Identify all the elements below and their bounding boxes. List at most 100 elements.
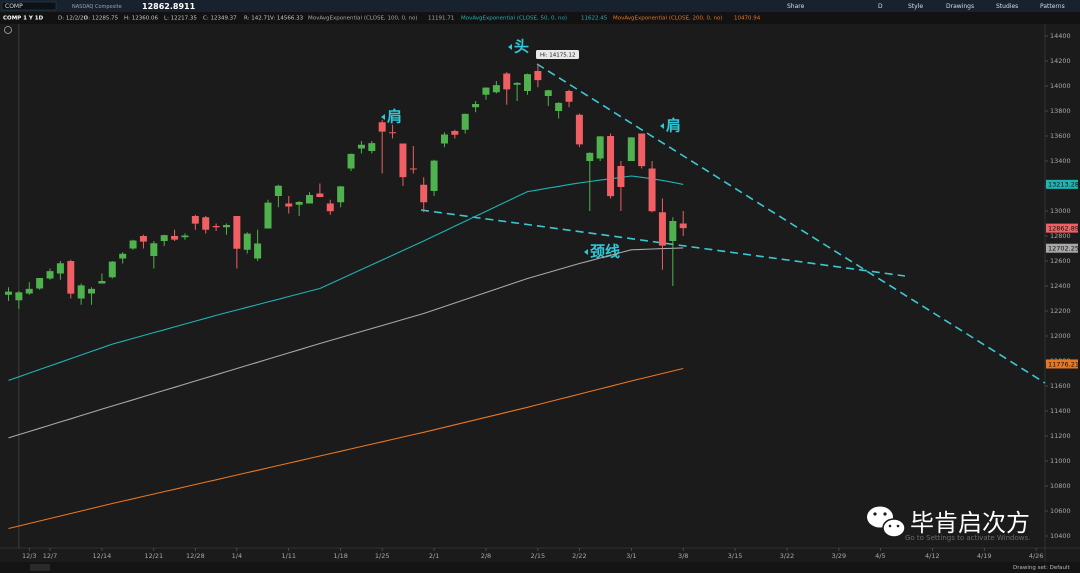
y-tick-label: 12400: [1050, 282, 1071, 290]
candle-body: [306, 195, 314, 204]
study-name: MovAvgExponential (CLOSE, 50, 0, no): [461, 16, 567, 22]
trendline-drawing: [536, 63, 1046, 384]
x-tick-label: 1/25: [375, 552, 390, 560]
x-tick-label: 12/14: [93, 552, 112, 560]
settings-icon[interactable]: [4, 26, 12, 34]
candle-body: [171, 236, 179, 240]
candle-body: [524, 74, 531, 91]
candle-body: [534, 71, 542, 81]
candle-body: [555, 102, 563, 111]
y-tick-label: 12600: [1050, 257, 1071, 265]
candle-body: [36, 278, 44, 289]
candle-body: [648, 168, 656, 212]
candle-body: [337, 186, 345, 203]
candle-body: [607, 136, 615, 197]
x-tick-label: 4/12: [925, 552, 940, 560]
last-value-tag-label: 12702.25: [1048, 245, 1079, 253]
windows-overlay: Go to Settings to activate Windows.: [905, 534, 1030, 542]
status-bar: [0, 562, 1080, 573]
candle-body: [222, 225, 230, 228]
candle-body: [67, 261, 75, 294]
candle-body: [191, 216, 199, 224]
candle-body: [285, 203, 293, 207]
candle-body: [181, 235, 189, 238]
y-tick-label: 12800: [1050, 232, 1071, 240]
right-shoulder-label: 肩: [666, 117, 681, 135]
candle-body: [399, 143, 407, 178]
candle-body: [461, 113, 469, 130]
moving-average: [8, 367, 684, 530]
candle-body: [243, 233, 251, 250]
candle-body: [389, 132, 397, 134]
y-tick-label: 10600: [1050, 507, 1071, 515]
study-value: 10470.94: [734, 16, 761, 22]
x-tick-label: 4/19: [977, 552, 992, 560]
watermark: 毕肯启次方: [910, 509, 1030, 537]
candle-body: [617, 166, 625, 187]
x-tick-label: 4/26: [1029, 552, 1044, 560]
drawings-button[interactable]: Drawings: [946, 3, 974, 10]
candle-body: [430, 160, 438, 191]
candle-body: [596, 136, 604, 159]
x-tick-label: 3/29: [832, 552, 847, 560]
info-item: H: 12360.06: [124, 16, 158, 22]
arrow: [660, 123, 664, 129]
candle-body: [420, 184, 428, 203]
high-label: Hi: 14175.12: [540, 52, 576, 58]
last-value-tag: [1046, 359, 1078, 369]
y-tick-label: 11200: [1050, 432, 1071, 440]
studies-button[interactable]: Studies: [996, 3, 1018, 10]
head-label: 头: [514, 38, 529, 56]
patterns-button[interactable]: Patterns: [1040, 3, 1065, 10]
candle-body: [25, 288, 33, 294]
period-button[interactable]: D: [878, 3, 883, 10]
y-tick-label: 10400: [1050, 532, 1071, 540]
candle-body: [378, 122, 386, 132]
info-bar: [0, 12, 1080, 24]
candle-body: [669, 221, 677, 241]
style-button[interactable]: Style: [908, 3, 923, 10]
info-item: D: 12/2/20: [58, 16, 88, 22]
candle-body: [658, 212, 666, 246]
candle-body: [160, 235, 168, 241]
candle-body: [440, 134, 448, 144]
x-tick-label: 2/15: [531, 552, 546, 560]
x-tick-label: 3/1: [626, 552, 636, 560]
x-tick-label: 12/21: [144, 552, 163, 560]
scrollbar[interactable]: [30, 564, 50, 571]
candle-body: [679, 223, 687, 229]
share-button[interactable]: Share: [787, 3, 805, 10]
x-tick-label: 3/22: [780, 552, 795, 560]
candle-body: [638, 133, 646, 167]
candle-body: [108, 261, 116, 278]
drawing-set[interactable]: Drawing set: Default: [1013, 565, 1071, 571]
x-tick-label: 1/4: [232, 552, 242, 560]
x-tick-label: 1/18: [333, 552, 348, 560]
symbol[interactable]: COMP: [5, 3, 23, 10]
arrow: [584, 249, 588, 255]
info-item: C: 12349.37: [203, 16, 237, 22]
price-tag: [1046, 223, 1078, 233]
candle-body: [202, 217, 210, 230]
symbol-input[interactable]: [1, 1, 57, 11]
x-tick-label: 2/8: [481, 552, 491, 560]
neckline-drawing: [420, 209, 906, 277]
arrow: [381, 114, 385, 120]
candle-body: [326, 203, 334, 212]
y-tick-label: 12200: [1050, 307, 1071, 315]
y-tick-label: 11000: [1050, 457, 1071, 465]
last-value-tag: [1046, 243, 1078, 253]
candle-body: [88, 288, 96, 294]
info-item: R: 142.71: [244, 16, 271, 22]
last-value-tag-label: 13213.28: [1048, 181, 1079, 189]
toolbar: [0, 0, 1080, 12]
candle-body: [586, 152, 594, 161]
candle-body: [472, 104, 480, 108]
moving-average: [8, 247, 684, 439]
symbol-label[interactable]: COMP 1 Y 1D: [3, 16, 44, 22]
y-tick-label: 13400: [1050, 157, 1071, 165]
y-tick-label: 11600: [1050, 382, 1071, 390]
price-tag-label: 12862.89: [1048, 224, 1079, 232]
moving-average: [8, 175, 684, 381]
